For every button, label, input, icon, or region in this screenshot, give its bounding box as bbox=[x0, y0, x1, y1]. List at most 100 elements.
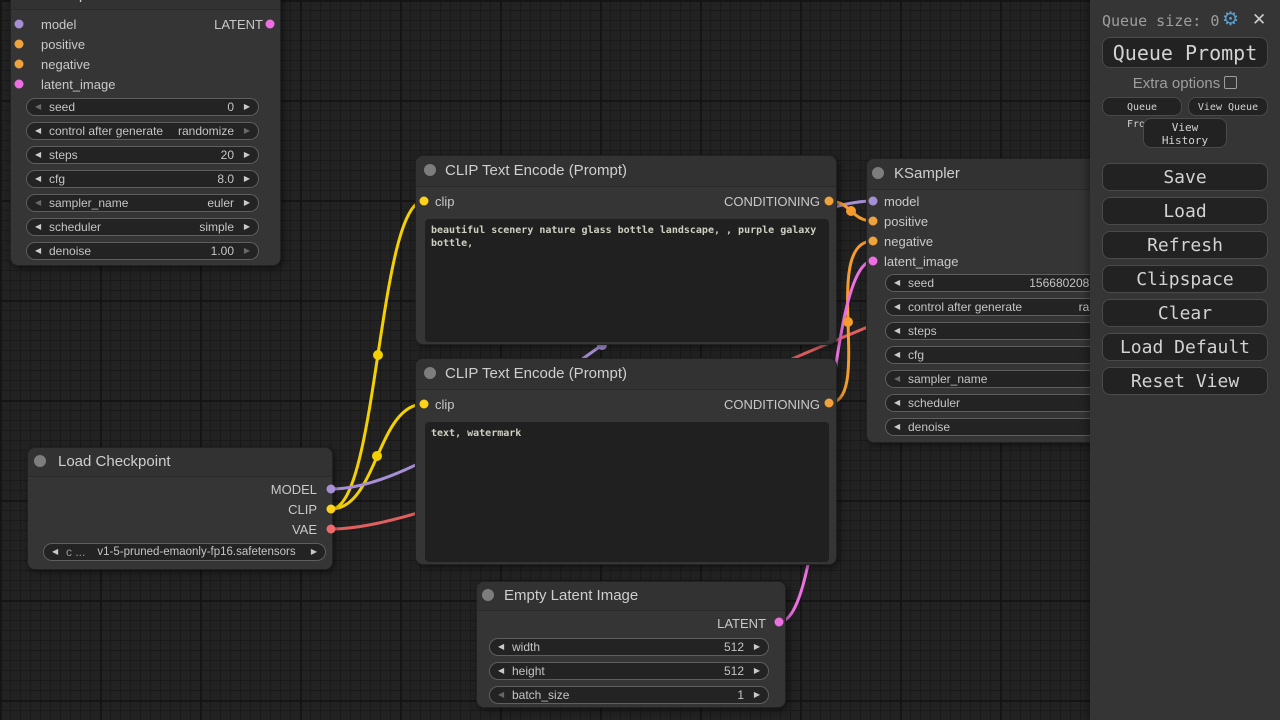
increment-arrow-icon[interactable]: ▶ bbox=[243, 150, 250, 159]
node-title: CLIP Text Encode (Prompt) bbox=[445, 365, 628, 382]
output-port-latent[interactable]: LATENT bbox=[717, 616, 766, 631]
load-default-button[interactable]: Load Default bbox=[1102, 333, 1268, 361]
decrement-arrow-icon[interactable]: ◀ bbox=[894, 326, 901, 335]
widget-steps[interactable]: ◀ steps ▶ bbox=[885, 322, 1121, 340]
decrement-arrow-icon[interactable]: ◀ bbox=[35, 150, 42, 159]
widget-width[interactable]: ◀ width 512 ▶ bbox=[489, 638, 769, 656]
decrement-arrow-icon[interactable]: ◀ bbox=[894, 398, 901, 407]
decrement-arrow-icon[interactable]: ◀ bbox=[894, 302, 901, 311]
widget-denoise[interactable]: ◀ denoise 1.00 ▶ bbox=[26, 242, 259, 260]
queue-prompt-button[interactable]: Queue Prompt bbox=[1102, 37, 1268, 68]
link-midpoint-dot[interactable] bbox=[373, 350, 383, 360]
increment-arrow-icon[interactable]: ▶ bbox=[243, 126, 250, 135]
widget-scheduler[interactable]: ◀ scheduler ▶ bbox=[885, 394, 1121, 412]
widget-ckpt-name[interactable]: ◀ c ... v1-5-pruned-emaonly-fp16.safeten… bbox=[43, 543, 326, 561]
decrement-arrow-icon[interactable]: ◀ bbox=[35, 126, 42, 135]
decrement-arrow-icon[interactable]: ◀ bbox=[35, 222, 42, 231]
clear-button[interactable]: Clear bbox=[1102, 299, 1268, 327]
output-port-clip[interactable]: CLIP bbox=[288, 502, 317, 517]
input-port-positive[interactable]: positive bbox=[41, 37, 86, 52]
node-clip-text-encode-positive[interactable]: CLIP Text Encode (Prompt) clip CONDITION… bbox=[415, 155, 837, 345]
widget-control-after-generate[interactable]: ◀ control after generate randomize ▶ bbox=[26, 122, 259, 140]
load-button[interactable]: Load bbox=[1102, 197, 1268, 225]
increment-arrow-icon[interactable]: ▶ bbox=[753, 642, 760, 651]
decrement-arrow-icon[interactable]: ◀ bbox=[894, 374, 901, 383]
input-port-model[interactable]: model bbox=[884, 194, 920, 209]
widget-cfg[interactable]: ◀ cfg ▶ bbox=[885, 346, 1121, 364]
previous-arrow-icon[interactable]: ◀ bbox=[52, 547, 59, 556]
decrement-arrow-icon[interactable]: ◀ bbox=[498, 666, 505, 675]
widget-control-after-generate[interactable]: ◀ control after generate ran ▶ bbox=[885, 298, 1121, 316]
input-port-clip[interactable]: clip bbox=[435, 194, 455, 209]
increment-arrow-icon[interactable]: ▶ bbox=[753, 666, 760, 675]
widget-batch-size[interactable]: ◀ batch_size 1 ▶ bbox=[489, 686, 769, 704]
widget-height[interactable]: ◀ height 512 ▶ bbox=[489, 662, 769, 680]
prompt-textarea[interactable]: text, watermark bbox=[425, 422, 829, 562]
node-title-bar[interactable]: Load Checkpoint bbox=[28, 448, 332, 477]
output-port-model[interactable]: MODEL bbox=[270, 482, 317, 497]
output-port-conditioning[interactable]: CONDITIONING bbox=[723, 194, 820, 209]
extra-options-label: Extra options bbox=[1132, 75, 1221, 92]
input-port-positive[interactable]: positive bbox=[884, 214, 929, 229]
input-port-model[interactable]: model bbox=[41, 17, 77, 32]
clipspace-button[interactable]: Clipspace bbox=[1102, 265, 1268, 293]
widget-denoise[interactable]: ◀ denoise ▶ bbox=[885, 418, 1121, 436]
node-title-bar[interactable]: CLIP Text Encode (Prompt) bbox=[416, 156, 836, 187]
widget-sampler-name[interactable]: ◀ sampler_name euler ▶ bbox=[26, 194, 259, 212]
decrement-arrow-icon[interactable]: ◀ bbox=[894, 350, 901, 359]
decrement-arrow-icon[interactable]: ◀ bbox=[35, 174, 42, 183]
node-empty-latent-image[interactable]: Empty Latent Image LATENT ◀ width 512 ▶ … bbox=[476, 581, 786, 708]
node-title: KSampler bbox=[38, 0, 104, 9]
increment-arrow-icon[interactable]: ▶ bbox=[753, 690, 760, 699]
increment-arrow-icon[interactable]: ▶ bbox=[243, 198, 250, 207]
link-midpoint-dot[interactable] bbox=[843, 317, 853, 327]
decrement-arrow-icon[interactable]: ◀ bbox=[894, 278, 901, 287]
increment-arrow-icon[interactable]: ▶ bbox=[243, 102, 250, 111]
decrement-arrow-icon[interactable]: ◀ bbox=[35, 198, 42, 207]
input-port-clip[interactable]: clip bbox=[435, 397, 455, 412]
widget-seed[interactable]: ◀ seed 0 ▶ bbox=[26, 98, 259, 116]
input-port-negative[interactable]: negative bbox=[884, 234, 934, 249]
widget-seed[interactable]: ◀ seed 1566802087 ▶ bbox=[885, 274, 1121, 292]
reset-view-button[interactable]: Reset View bbox=[1102, 367, 1268, 395]
widget-sampler-name[interactable]: ◀ sampler_name ▶ bbox=[885, 370, 1121, 388]
node-clip-text-encode-negative[interactable]: CLIP Text Encode (Prompt) clip CONDITION… bbox=[415, 358, 837, 565]
input-port-latent-image[interactable]: latent_image bbox=[884, 254, 959, 269]
output-port-conditioning[interactable]: CONDITIONING bbox=[723, 397, 820, 412]
decrement-arrow-icon[interactable]: ◀ bbox=[35, 246, 42, 255]
widget-cfg[interactable]: ◀ cfg 8.0 ▶ bbox=[26, 170, 259, 188]
node-ksampler-left[interactable]: KSampler model positive negative latent_… bbox=[10, 0, 281, 266]
increment-arrow-icon[interactable]: ▶ bbox=[243, 246, 250, 255]
increment-arrow-icon[interactable]: ▶ bbox=[243, 222, 250, 231]
extra-options-checkbox[interactable] bbox=[1224, 76, 1238, 89]
output-port-vae[interactable]: VAE bbox=[291, 522, 317, 537]
widget-scheduler[interactable]: ◀ scheduler simple ▶ bbox=[26, 218, 259, 236]
link-midpoint-dot[interactable] bbox=[372, 451, 382, 461]
settings-gear-icon[interactable]: ⚙ bbox=[1222, 9, 1240, 30]
decrement-arrow-icon[interactable]: ◀ bbox=[498, 642, 505, 651]
view-history-button[interactable]: View History bbox=[1143, 118, 1227, 148]
input-port-latent-image[interactable]: latent_image bbox=[41, 77, 116, 92]
refresh-button[interactable]: Refresh bbox=[1102, 231, 1268, 259]
output-port-latent[interactable]: LATENT bbox=[214, 17, 263, 32]
queue-front-button[interactable]: Queue Front bbox=[1102, 97, 1182, 130]
node-title-bar[interactable]: Empty Latent Image bbox=[477, 582, 785, 611]
decrement-arrow-icon[interactable]: ◀ bbox=[35, 102, 42, 111]
node-load-checkpoint[interactable]: Load Checkpoint MODEL CLIP VAE ◀ c ... v… bbox=[27, 447, 333, 570]
link-midpoint-dot[interactable] bbox=[846, 206, 856, 216]
extra-options-row: Extra options bbox=[1102, 76, 1268, 92]
decrement-arrow-icon[interactable]: ◀ bbox=[498, 690, 505, 699]
node-title-bar[interactable]: KSampler bbox=[11, 0, 280, 10]
view-queue-button[interactable]: View Queue bbox=[1188, 97, 1268, 116]
prompt-textarea[interactable]: beautiful scenery nature glass bottle la… bbox=[425, 219, 829, 342]
save-button[interactable]: Save bbox=[1102, 163, 1268, 191]
widget-steps[interactable]: ◀ steps 20 ▶ bbox=[26, 146, 259, 164]
close-icon[interactable]: ✕ bbox=[1252, 10, 1267, 29]
next-arrow-icon[interactable]: ▶ bbox=[310, 547, 317, 556]
increment-arrow-icon[interactable]: ▶ bbox=[243, 174, 250, 183]
input-port-negative[interactable]: negative bbox=[41, 57, 91, 72]
decrement-arrow-icon[interactable]: ◀ bbox=[894, 422, 901, 431]
node-title-bar[interactable]: CLIP Text Encode (Prompt) bbox=[416, 359, 836, 390]
node-title: KSampler bbox=[894, 165, 960, 182]
